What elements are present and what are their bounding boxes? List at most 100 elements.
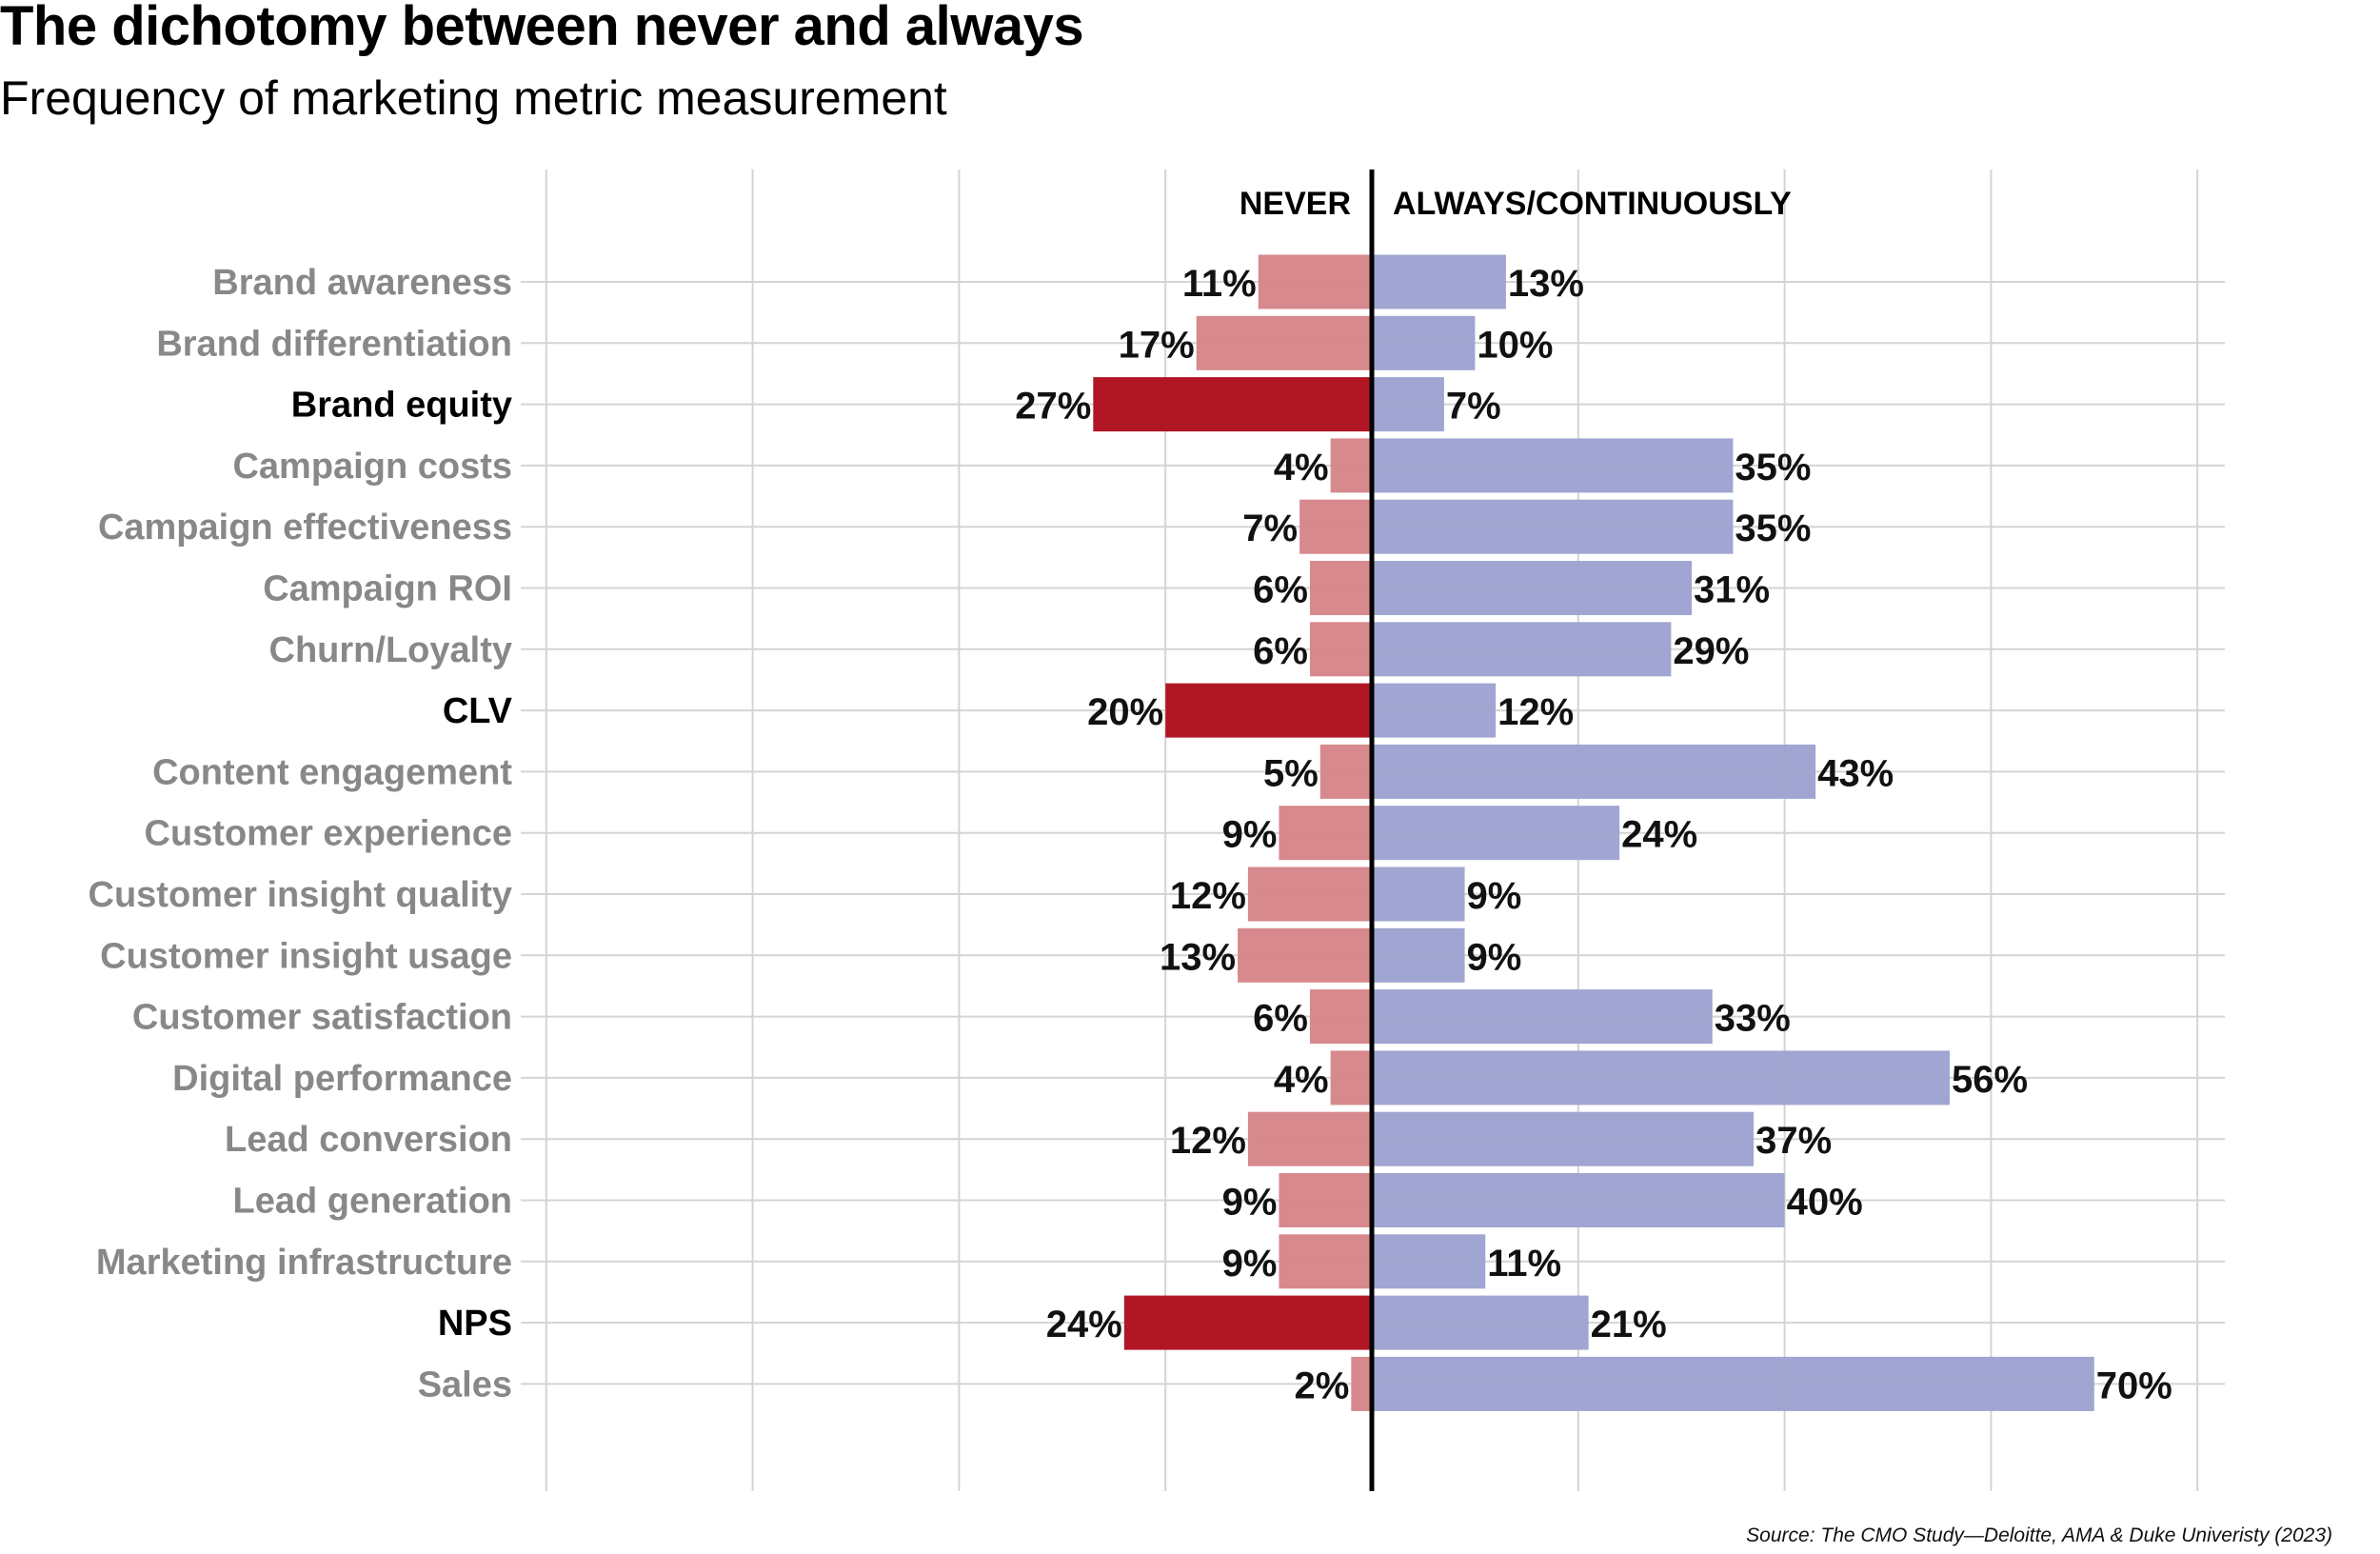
never-value-label: 7% [1242,508,1298,549]
source-note: Source: The CMO Study—Deloitte, AMA & Du… [1746,1524,2332,1546]
chart-subtitle: Frequency of marketing metric measuremen… [0,71,947,125]
never-bar-customer-insight-quality [1247,867,1372,922]
never-value-label: 6% [1253,569,1308,611]
always-bar-campaign-costs [1372,438,1734,493]
always-value-label: 11% [1487,1243,1561,1285]
category-label: Marketing infrastructure [96,1243,512,1283]
always-bar-brand-differentiation [1372,315,1476,370]
category-label: Brand differentiation [156,324,512,364]
chart-title: The dichotomy between never and always [0,0,1084,57]
category-label: Customer experience [145,814,513,854]
never-bar-digital-performance [1330,1050,1372,1106]
always-bar-customer-satisfaction [1372,989,1713,1045]
always-bar-nps [1372,1295,1589,1350]
always-bar-churn-loyalty [1372,622,1672,677]
never-bar-lead-generation [1279,1173,1372,1227]
always-bar-lead-generation [1372,1173,1785,1227]
always-bar-customer-insight-usage [1372,927,1465,983]
never-bar-customer-experience [1279,806,1372,861]
never-value-label: 27% [1015,386,1091,428]
always-bar-sales [1372,1356,2094,1411]
category-label: Customer insight quality [89,875,512,915]
category-label: Sales [418,1365,512,1405]
always-value-label: 13% [1508,263,1584,305]
never-bar-nps [1123,1295,1372,1350]
category-label: Customer satisfaction [132,998,512,1038]
always-value-label: 7% [1446,386,1501,428]
always-value-label: 9% [1467,875,1522,917]
never-bar-brand-awareness [1258,254,1372,309]
never-value-label: 4% [1274,447,1329,488]
never-bar-sales [1351,1356,1372,1411]
always-value-label: 70% [2096,1365,2172,1406]
never-value-label: 6% [1253,998,1308,1040]
always-bar-brand-equity [1372,377,1444,432]
always-value-label: 9% [1467,936,1522,978]
category-label: NPS [438,1304,512,1344]
always-bar-customer-experience [1372,806,1620,861]
always-value-label: 24% [1621,814,1697,856]
never-bar-campaign-roi [1309,561,1372,615]
vertical-gridlines [545,169,2199,1491]
category-label: Content engagement [152,752,512,792]
never-bar-churn-loyalty [1309,622,1372,677]
always-bar-campaign-effectiveness [1372,499,1734,554]
category-label: Brand awareness [212,263,512,303]
always-value-label: 10% [1477,324,1553,366]
never-bar-brand-differentiation [1196,315,1372,370]
category-label: Customer insight usage [100,936,512,976]
always-value-label: 29% [1673,630,1749,672]
always-value-label: 31% [1694,569,1770,611]
never-value-label: 9% [1222,1182,1278,1224]
always-header: ALWAYS/CONTINUOUSLY [1393,186,1792,222]
always-bar-content-engagement [1372,744,1816,799]
never-value-label: 24% [1046,1304,1122,1345]
always-value-label: 35% [1735,508,1811,549]
always-bars [1372,254,2094,1411]
always-bar-digital-performance [1372,1050,1951,1106]
always-value-label: 35% [1735,447,1811,488]
never-value-label: 20% [1087,691,1163,733]
never-bar-clv [1165,683,1372,738]
never-value-label: 5% [1263,752,1319,794]
never-value-label: 6% [1253,630,1308,672]
category-label: Brand equity [291,386,512,426]
never-value-label: 9% [1222,1243,1278,1285]
never-value-label: 17% [1119,324,1195,366]
category-label: Campaign effectiveness [98,508,512,548]
always-value-label: 37% [1755,1120,1832,1162]
always-value-label: 56% [1952,1059,2028,1101]
always-bar-campaign-roi [1372,561,1693,615]
always-bar-lead-conversion [1372,1111,1755,1166]
never-bar-lead-conversion [1247,1111,1372,1166]
never-value-label: 12% [1170,1120,1246,1162]
always-value-label: 43% [1817,752,1894,794]
never-bars [1093,254,1372,1411]
never-value-label: 4% [1274,1059,1329,1101]
always-value-label: 21% [1591,1304,1667,1345]
never-value-label: 2% [1295,1365,1350,1406]
category-label: Churn/Loyalty [269,630,512,670]
never-bar-content-engagement [1319,744,1372,799]
value-labels: 11% 13% 17% 10% 27% 7% 4% 35% 7% 35% 6% 31% 6% 29% 20%… [1015,263,2172,1406]
never-bar-brand-equity [1093,377,1372,432]
always-value-label: 33% [1715,998,1791,1040]
category-label: Digital performance [172,1059,512,1099]
category-label: CLV [443,691,513,731]
always-bar-brand-awareness [1372,254,1506,309]
never-bar-campaign-costs [1330,438,1372,493]
category-label: Lead conversion [225,1120,512,1160]
never-value-label: 9% [1222,814,1278,856]
always-bar-marketing-infrastructure [1372,1234,1486,1289]
never-bar-campaign-effectiveness [1299,499,1372,554]
category-label: Campaign costs [232,447,512,487]
category-labels: Brand awareness Brand differentiation Bran… [89,263,513,1405]
always-bar-clv [1372,683,1497,738]
category-label: Lead generation [233,1182,513,1222]
never-bar-customer-satisfaction [1309,989,1372,1045]
never-value-label: 11% [1182,263,1257,305]
always-bar-customer-insight-quality [1372,867,1465,922]
always-value-label: 12% [1497,691,1574,733]
always-value-label: 40% [1787,1182,1863,1224]
